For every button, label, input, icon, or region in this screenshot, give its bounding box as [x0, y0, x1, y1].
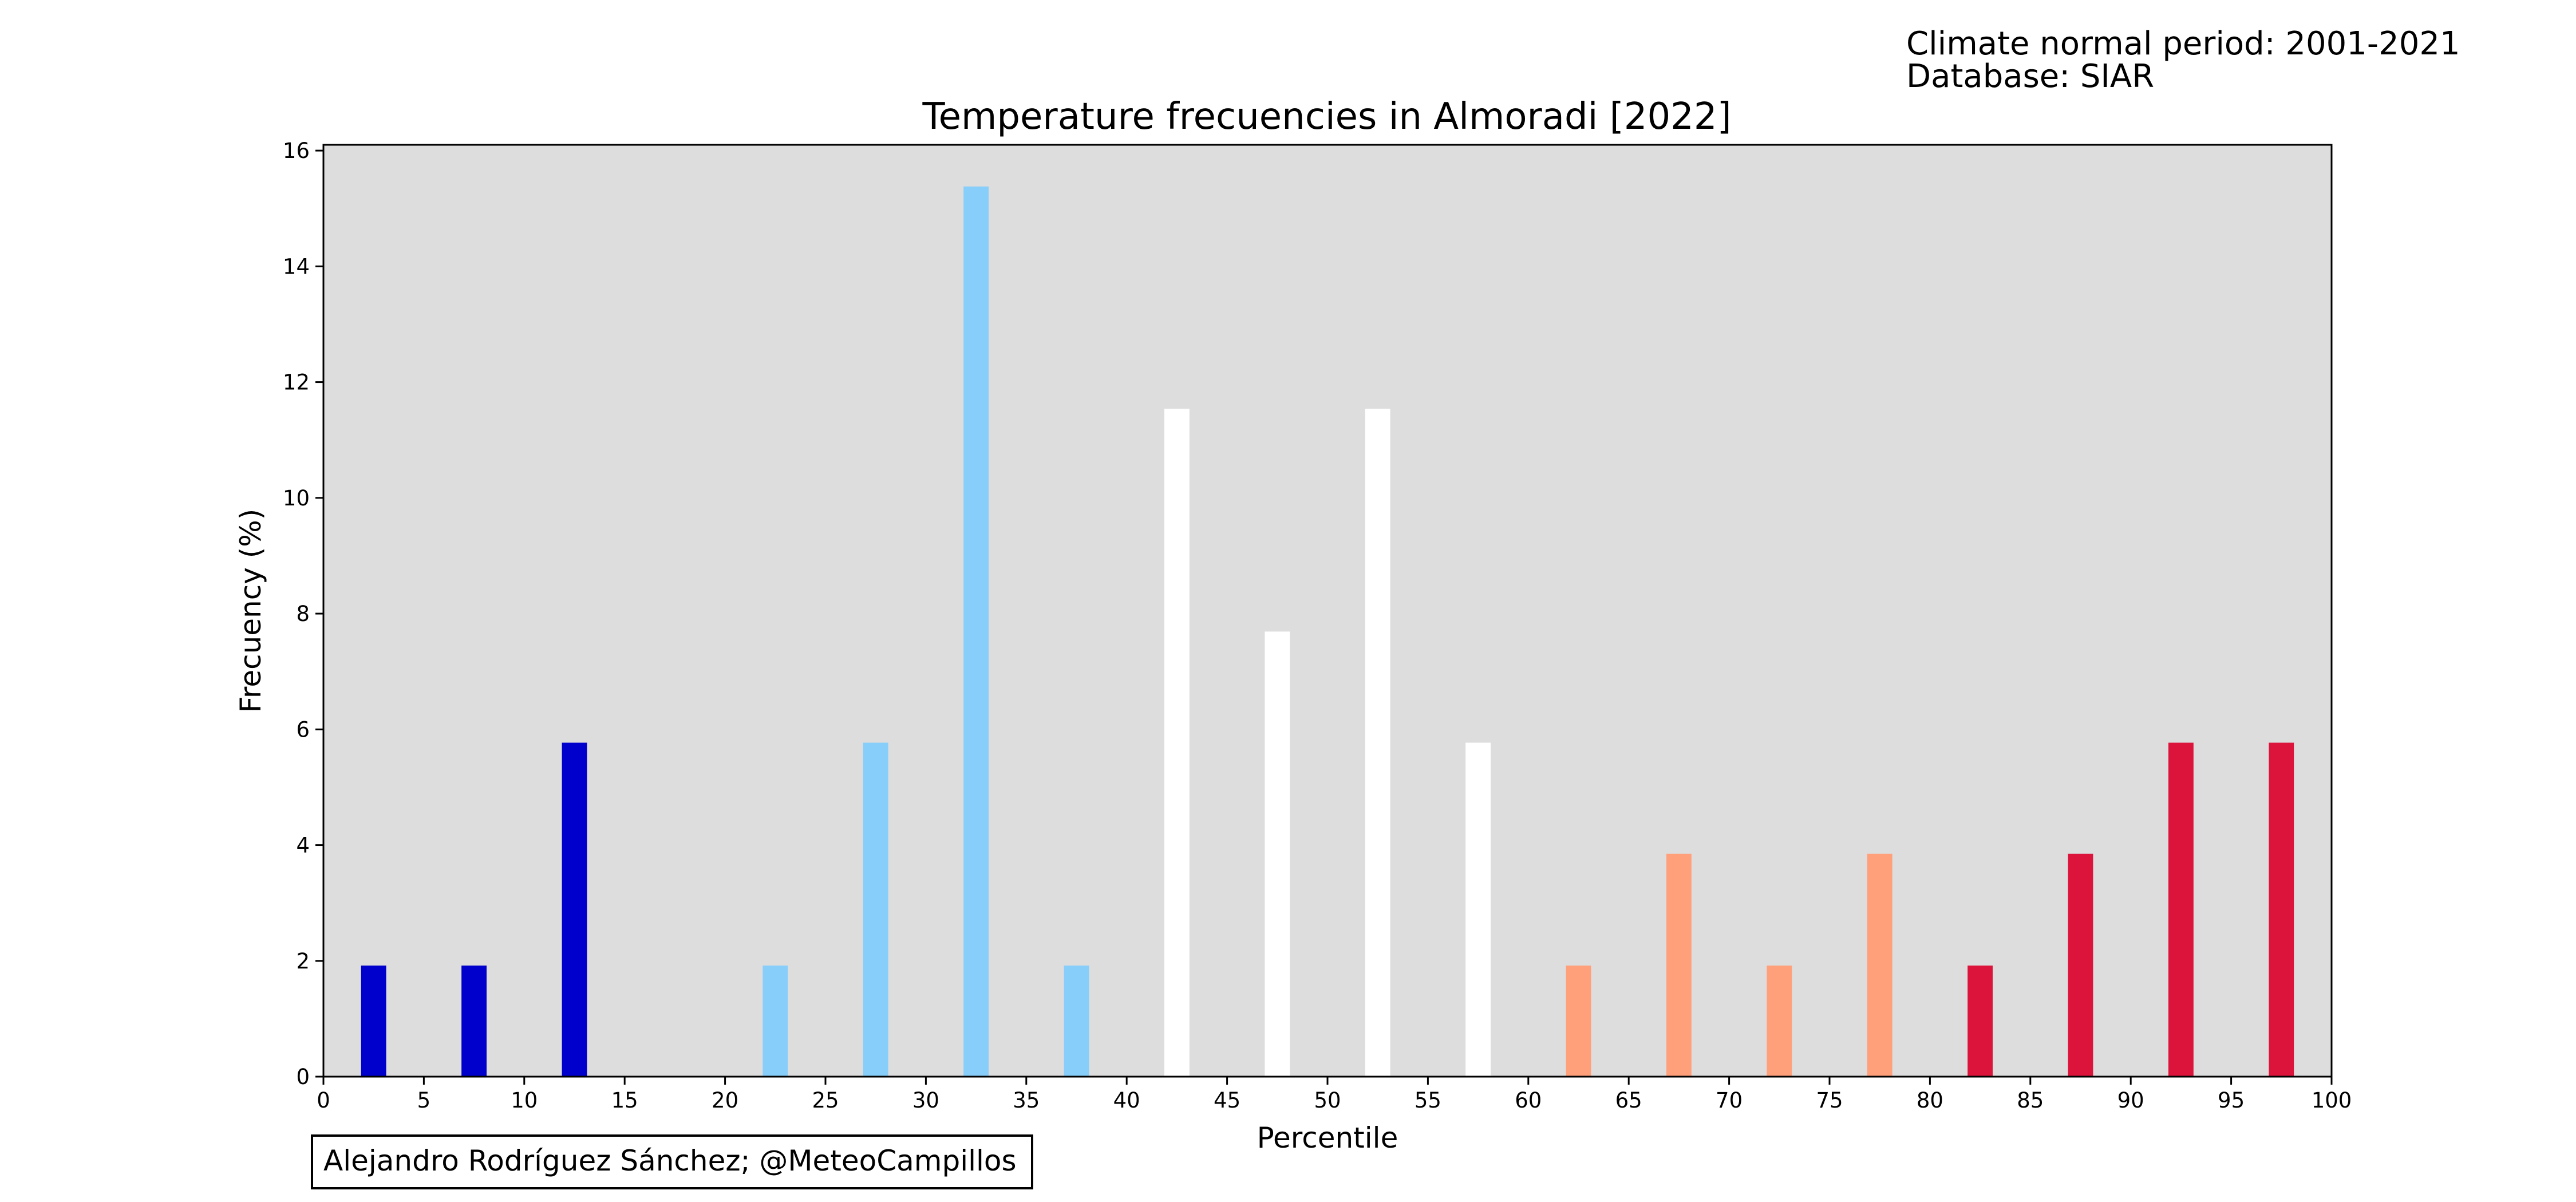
chart-title: Temperature frecuencies in Almoradi [202… — [922, 96, 1731, 138]
x-tick-label: 100 — [2312, 1088, 2352, 1113]
bar-percentile-7.5 — [461, 965, 487, 1077]
bars-group — [361, 186, 2294, 1077]
credit-text: Alejandro Rodríguez Sánchez; @MeteoCampi… — [323, 1144, 1017, 1177]
bar-percentile-82.5 — [1967, 965, 1993, 1077]
x-tick-label: 0 — [317, 1088, 330, 1113]
x-tick-label: 40 — [1113, 1088, 1140, 1113]
x-tick-label: 70 — [1716, 1088, 1743, 1113]
x-tick-label: 80 — [1917, 1088, 1943, 1113]
x-tick-label: 5 — [417, 1088, 431, 1113]
x-tick-label: 35 — [1013, 1088, 1040, 1113]
x-tick-label: 30 — [912, 1088, 939, 1113]
normal-period-label: Climate normal period: 2001-2021 — [1906, 25, 2460, 62]
y-tick-label: 14 — [283, 254, 310, 279]
bar-percentile-87.5 — [2068, 853, 2093, 1077]
x-axis-label: Percentile — [1257, 1121, 1398, 1154]
bar-percentile-32.5 — [963, 186, 989, 1077]
y-tick-label: 8 — [296, 602, 310, 626]
bar-percentile-62.5 — [1566, 965, 1591, 1077]
x-tick-label: 75 — [1816, 1088, 1843, 1113]
y-tick-label: 0 — [296, 1065, 310, 1089]
x-tick-label: 45 — [1214, 1088, 1240, 1113]
bar-percentile-77.5 — [1867, 853, 1893, 1077]
bar-percentile-42.5 — [1164, 409, 1190, 1077]
bar-percentile-47.5 — [1265, 631, 1290, 1077]
bar-percentile-2.5 — [361, 965, 386, 1077]
database-label: Database: SIAR — [1906, 58, 2154, 95]
bar-percentile-27.5 — [863, 742, 888, 1077]
y-axis-label: Frecuency (%) — [234, 509, 267, 713]
x-tick-label: 25 — [812, 1088, 839, 1113]
x-tick-label: 55 — [1415, 1088, 1441, 1113]
y-tick-label: 10 — [283, 486, 310, 511]
bar-percentile-57.5 — [1465, 742, 1491, 1077]
bar-percentile-37.5 — [1064, 965, 1089, 1077]
plot-area — [323, 145, 2332, 1077]
y-tick-label: 2 — [296, 949, 310, 974]
x-tick-label: 20 — [712, 1088, 738, 1113]
y-tick-label: 6 — [296, 717, 310, 742]
bar-percentile-52.5 — [1365, 409, 1390, 1077]
credit-box — [311, 1134, 1033, 1189]
y-tick-label: 16 — [283, 139, 310, 163]
x-tick-label: 15 — [611, 1088, 638, 1113]
bar-percentile-97.5 — [2269, 742, 2294, 1077]
y-tick-label: 12 — [283, 370, 310, 395]
bar-percentile-12.5 — [562, 742, 587, 1077]
x-tick-label: 10 — [511, 1088, 538, 1113]
x-tick-label: 50 — [1314, 1088, 1341, 1113]
bar-percentile-92.5 — [2168, 742, 2194, 1077]
plot-frame — [322, 144, 2333, 1078]
x-tick-label: 95 — [2218, 1088, 2245, 1113]
bar-percentile-22.5 — [762, 965, 788, 1077]
y-axis-ticks: 0 2 4 6 8 10 12 14 16 — [283, 139, 323, 1089]
y-tick-label: 4 — [296, 833, 310, 858]
x-tick-label: 85 — [2017, 1088, 2044, 1113]
x-tick-label: 60 — [1515, 1088, 1542, 1113]
x-axis-ticks: 0 5 10 15 20 25 30 35 40 45 50 55 60 65 70 75 80 85 90 95 10… — [317, 1077, 2352, 1113]
bar-percentile-67.5 — [1666, 853, 1692, 1077]
bar-percentile-72.5 — [1767, 965, 1792, 1077]
x-tick-label: 90 — [2117, 1088, 2144, 1113]
x-tick-label: 65 — [1615, 1088, 1642, 1113]
